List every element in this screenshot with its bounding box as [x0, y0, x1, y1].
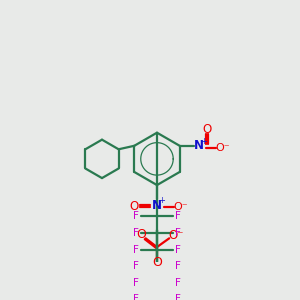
Text: O⁻: O⁻ — [173, 202, 188, 212]
Text: +: + — [200, 137, 207, 146]
Text: N: N — [152, 199, 162, 212]
Text: O: O — [136, 228, 146, 241]
Text: O: O — [152, 256, 162, 269]
Text: O: O — [130, 200, 139, 212]
Text: F: F — [133, 212, 139, 221]
Text: F: F — [133, 294, 139, 300]
Text: F: F — [175, 212, 181, 221]
Text: N: N — [194, 139, 204, 152]
Text: F: F — [175, 245, 181, 255]
Text: F: F — [133, 245, 139, 255]
Text: O⁻: O⁻ — [215, 142, 230, 152]
Text: O: O — [202, 123, 212, 136]
Text: F: F — [175, 261, 181, 271]
Text: F: F — [175, 228, 181, 238]
Text: F: F — [175, 294, 181, 300]
Text: +: + — [158, 196, 165, 205]
Text: F: F — [175, 278, 181, 288]
Text: F: F — [133, 228, 139, 238]
Text: O⁻: O⁻ — [168, 229, 184, 242]
Text: F: F — [133, 278, 139, 288]
Text: F: F — [133, 261, 139, 271]
